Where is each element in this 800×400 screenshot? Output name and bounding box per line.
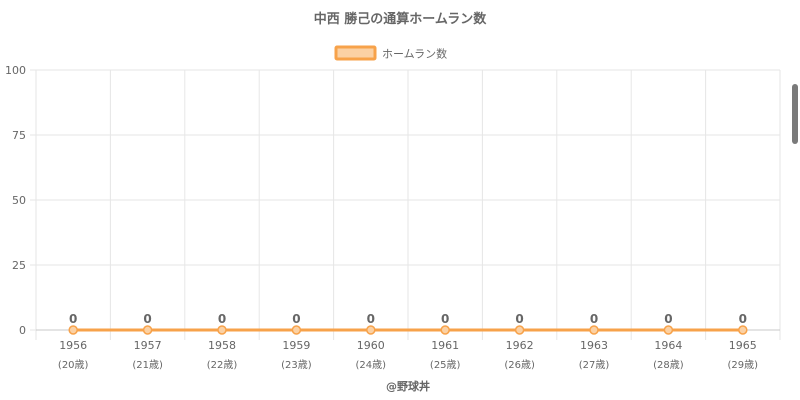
series-homerun: 0 0 0 0 0 0 0 0 0 0 [68,312,748,335]
x-tick-label: 1960 [357,339,385,352]
data-label: 0 [441,312,449,326]
x-tick-label: 1963 [580,339,608,352]
x-tick-label: 1965 [729,339,757,352]
x-tick-sublabel: (28歳) [653,359,684,371]
data-label: 0 [515,312,523,326]
data-label: 0 [664,312,672,326]
data-point [68,325,78,335]
x-tick-label: 1961 [431,339,459,352]
x-tick-sublabel: (29歳) [728,359,759,371]
x-tick-label: 1958 [208,339,236,352]
data-point [589,325,599,335]
data-label: 0 [143,312,151,326]
data-point [514,325,525,335]
x-tick-label: 1959 [282,339,310,352]
data-point [440,325,450,335]
x-tick-label: 1962 [506,339,534,352]
axes: 0 25 50 75 100 1956 (20歳) 1957 (21歳) 1958 (22歳) 195… [5,64,780,371]
data-label: 0 [69,312,77,326]
data-point [217,325,227,335]
data-point [738,325,748,335]
credit-label: @野球丼 [386,379,430,393]
x-tick-label: 1956 [59,339,87,352]
x-tick-sublabel: (24歳) [356,359,387,371]
y-tick-label: 0 [19,324,26,337]
x-tick-sublabel: (26歳) [504,359,535,371]
x-tick-sublabel: (22歳) [207,359,238,371]
x-tick-sublabel: (20歳) [58,359,89,371]
chart-title: 中西 勝己の通算ホームラン数 [314,11,487,27]
legend[interactable]: ホームラン数 [334,45,447,61]
grid [30,69,781,340]
data-point [366,325,376,335]
x-tick-sublabel: (23歳) [281,359,312,371]
legend-swatch [334,45,377,61]
y-tick-label: 50 [12,194,26,207]
data-label: 0 [218,312,226,326]
data-point [663,325,674,335]
data-label: 0 [292,312,300,326]
data-point [142,325,153,335]
data-point [291,325,302,335]
data-label: 0 [367,312,375,326]
data-label: 0 [590,312,598,326]
data-label: 0 [739,312,747,326]
x-tick-sublabel: (27歳) [579,359,610,371]
legend-label: ホームラン数 [382,48,447,61]
y-tick-label: 25 [12,259,26,272]
y-tick-label: 100 [5,64,26,77]
x-tick-sublabel: (25歳) [430,359,461,371]
x-tick-sublabel: (21歳) [132,359,163,371]
x-tick-label: 1964 [654,339,682,352]
scrollbar-thumb[interactable] [792,84,798,144]
x-tick-label: 1957 [134,339,162,352]
y-tick-label: 75 [12,129,26,142]
